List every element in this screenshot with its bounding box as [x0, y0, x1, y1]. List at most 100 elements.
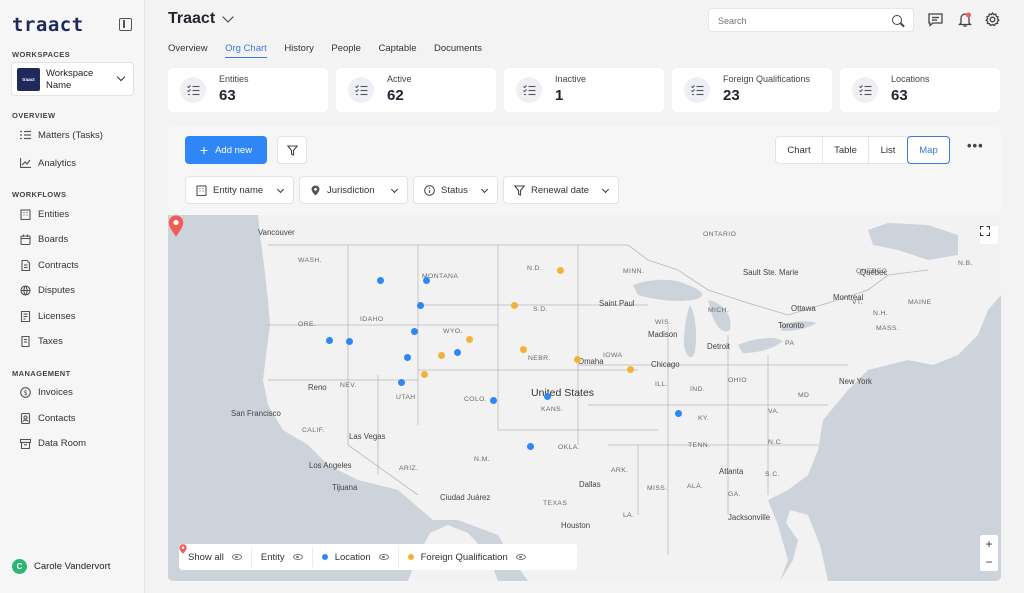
location-marker[interactable] — [675, 410, 682, 417]
sidebar-item-taxes[interactable]: Taxes — [20, 333, 63, 349]
map-state-label: ALA. — [687, 483, 704, 490]
map-state-label: MISS. — [647, 485, 668, 492]
user-profile[interactable]: C Carole Vandervort — [12, 559, 110, 574]
tab-org-chart[interactable]: Org Chart — [225, 43, 267, 58]
notification-bell-icon[interactable] — [957, 12, 972, 27]
chevron-down-icon — [480, 185, 489, 194]
filter-status[interactable]: Status — [413, 176, 498, 204]
tab-people[interactable]: People — [331, 43, 361, 54]
legend-label: Entity — [260, 551, 285, 563]
search-input[interactable] — [718, 13, 878, 28]
location-marker[interactable] — [346, 338, 353, 345]
filter-jurisdiction[interactable]: Jurisdiction — [299, 176, 408, 204]
chevron-down-icon[interactable] — [222, 11, 234, 23]
location-marker[interactable] — [377, 277, 384, 284]
location-marker[interactable] — [527, 443, 534, 450]
legend-entity[interactable]: Entity — [179, 544, 313, 567]
map-state-label: VT. — [852, 299, 864, 306]
chevron-down-icon — [116, 72, 126, 82]
sidebar-item-licenses[interactable]: Licenses — [20, 308, 76, 324]
foreign-qualification-marker[interactable] — [557, 267, 564, 274]
sidebar-collapse-icon[interactable] — [119, 18, 132, 31]
overview-section-label: OVERVIEW — [12, 111, 56, 120]
location-marker[interactable] — [326, 337, 333, 344]
location-marker[interactable] — [411, 328, 418, 335]
foreign-qualification-dot-icon — [407, 554, 414, 560]
view-map-button[interactable]: Map — [907, 136, 950, 164]
view-list-button[interactable]: List — [869, 137, 908, 163]
map-state-label: KANS. — [541, 406, 564, 413]
tab-overview[interactable]: Overview — [168, 43, 208, 54]
tab-captable[interactable]: Captable — [378, 43, 417, 54]
view-table-button[interactable]: Table — [823, 137, 869, 163]
sidebar-item-boards[interactable]: Boards — [20, 231, 68, 247]
more-options-icon[interactable]: ••• — [967, 138, 984, 153]
legend-foreign-qualification[interactable]: Foreign Qualification — [399, 547, 535, 567]
map-state-label: ILL. — [655, 381, 668, 388]
filter-button[interactable] — [277, 136, 307, 164]
sidebar-item-invoices[interactable]: $ Invoices — [20, 384, 73, 400]
sidebar-item-label: Boards — [38, 233, 69, 245]
stat-card-inactive: Inactive 1 — [504, 68, 664, 112]
workspace-selector[interactable]: traact Workspace Name — [11, 62, 134, 96]
map-state-label: UTAH — [396, 394, 416, 401]
legend-show-all[interactable]: Show all — [179, 547, 252, 567]
gear-icon[interactable] — [985, 12, 1000, 27]
contacts-icon — [20, 412, 31, 424]
eye-icon[interactable] — [231, 554, 242, 560]
search-box[interactable] — [708, 8, 914, 32]
sidebar-item-label: Disputes — [38, 284, 75, 296]
location-marker[interactable] — [404, 354, 411, 361]
foreign-qualification-marker[interactable] — [438, 352, 445, 359]
location-marker[interactable] — [417, 302, 424, 309]
foreign-qualification-marker[interactable] — [511, 302, 518, 309]
map-city-label: Reno — [308, 383, 327, 392]
stat-card-foreign-qualifications: Foreign Qualifications 23 — [672, 68, 832, 112]
foreign-qualification-marker[interactable] — [627, 366, 634, 373]
search-icon[interactable] — [892, 15, 902, 25]
map-state-label: MASS. — [876, 325, 900, 332]
foreign-qualification-marker[interactable] — [574, 356, 581, 363]
tab-history[interactable]: History — [284, 43, 314, 54]
foreign-qualification-marker[interactable] — [421, 371, 428, 378]
sidebar-item-contracts[interactable]: Contracts — [20, 257, 79, 273]
sidebar-item-contacts[interactable]: Contacts — [20, 410, 76, 426]
location-marker[interactable] — [490, 397, 497, 404]
foreign-qualification-marker[interactable] — [466, 336, 473, 343]
sidebar-item-entities[interactable]: Entities — [20, 206, 69, 222]
add-new-button[interactable]: + Add new — [185, 136, 267, 164]
zoom-out-button[interactable]: − — [985, 555, 993, 569]
map-state-label: NEV. — [340, 382, 357, 389]
sidebar-item-matters[interactable]: Matters (Tasks) — [20, 127, 103, 143]
eye-icon[interactable] — [378, 554, 389, 560]
map-state-label: TEXAS — [543, 500, 568, 507]
sidebar-item-data-room[interactable]: Data Room — [20, 435, 86, 451]
eye-icon[interactable] — [292, 554, 303, 560]
app-logo[interactable]: traact — [12, 14, 84, 36]
map-state-label: N.D. — [527, 265, 543, 272]
view-chart-button[interactable]: Chart — [776, 137, 823, 163]
tab-documents[interactable]: Documents — [434, 43, 483, 54]
filter-renewal-date[interactable]: Renewal date — [503, 176, 619, 204]
sidebar-item-label: Taxes — [38, 335, 63, 347]
foreign-qualification-marker[interactable] — [520, 346, 527, 353]
map-city-label: Tijuana — [332, 483, 358, 492]
location-marker[interactable] — [454, 349, 461, 356]
legend-location[interactable]: Location — [313, 547, 399, 567]
location-marker[interactable] — [398, 379, 405, 386]
map-city-label: New York — [839, 377, 872, 386]
sidebar-item-analytics[interactable]: Analytics — [20, 155, 76, 171]
location-marker[interactable] — [544, 393, 551, 400]
zoom-in-button[interactable]: + — [985, 537, 993, 551]
filter-entity-name[interactable]: Entity name — [185, 176, 294, 204]
location-marker[interactable] — [423, 277, 430, 284]
workspace-logo: traact — [17, 68, 40, 91]
entity-pin-icon — [179, 544, 187, 554]
map-view[interactable]: United States WASH. MONTANA N.D. ONTARIO… — [168, 215, 1001, 581]
chat-icon[interactable] — [928, 12, 943, 27]
entity-pin-icon[interactable] — [168, 215, 184, 237]
sidebar-item-disputes[interactable]: Disputes — [20, 282, 75, 298]
eye-icon[interactable] — [515, 554, 526, 560]
page-title[interactable]: Traact — [168, 10, 216, 27]
fullscreen-button[interactable] — [980, 226, 998, 244]
